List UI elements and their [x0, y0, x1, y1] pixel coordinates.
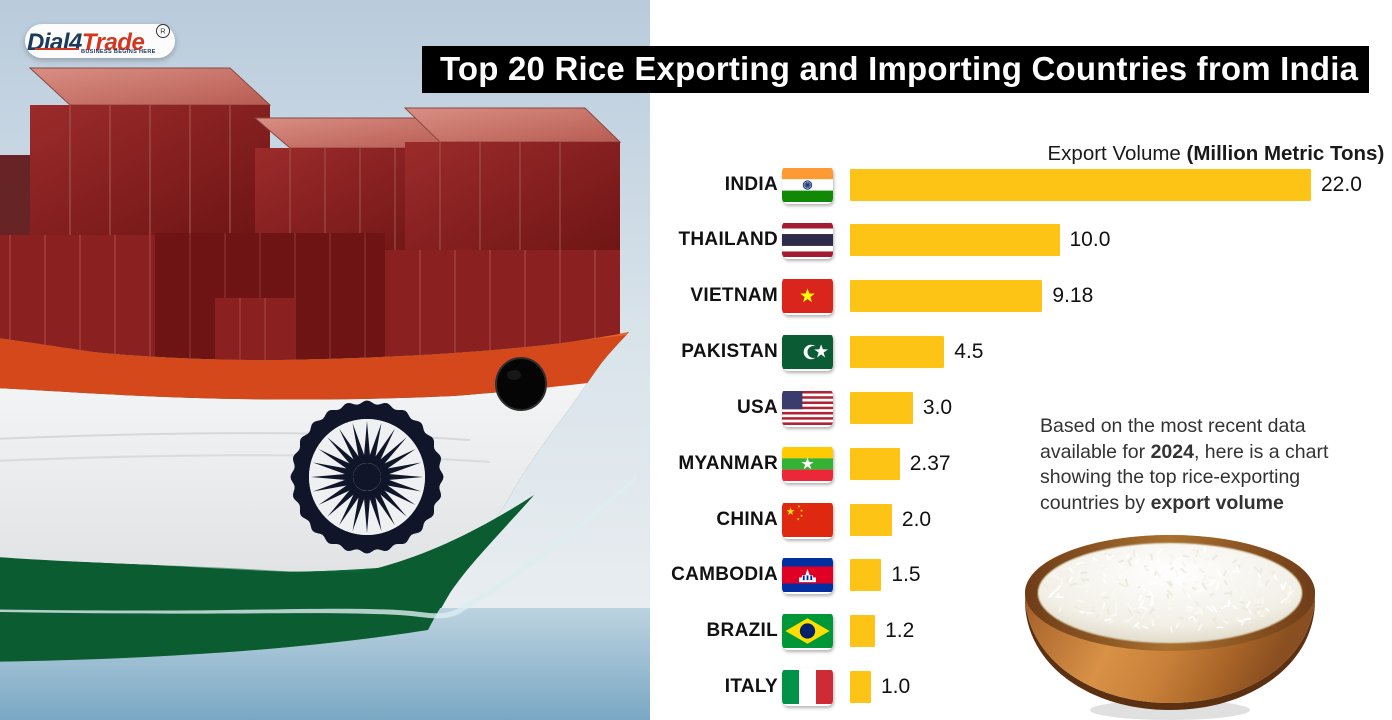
- svg-text:R: R: [160, 27, 166, 36]
